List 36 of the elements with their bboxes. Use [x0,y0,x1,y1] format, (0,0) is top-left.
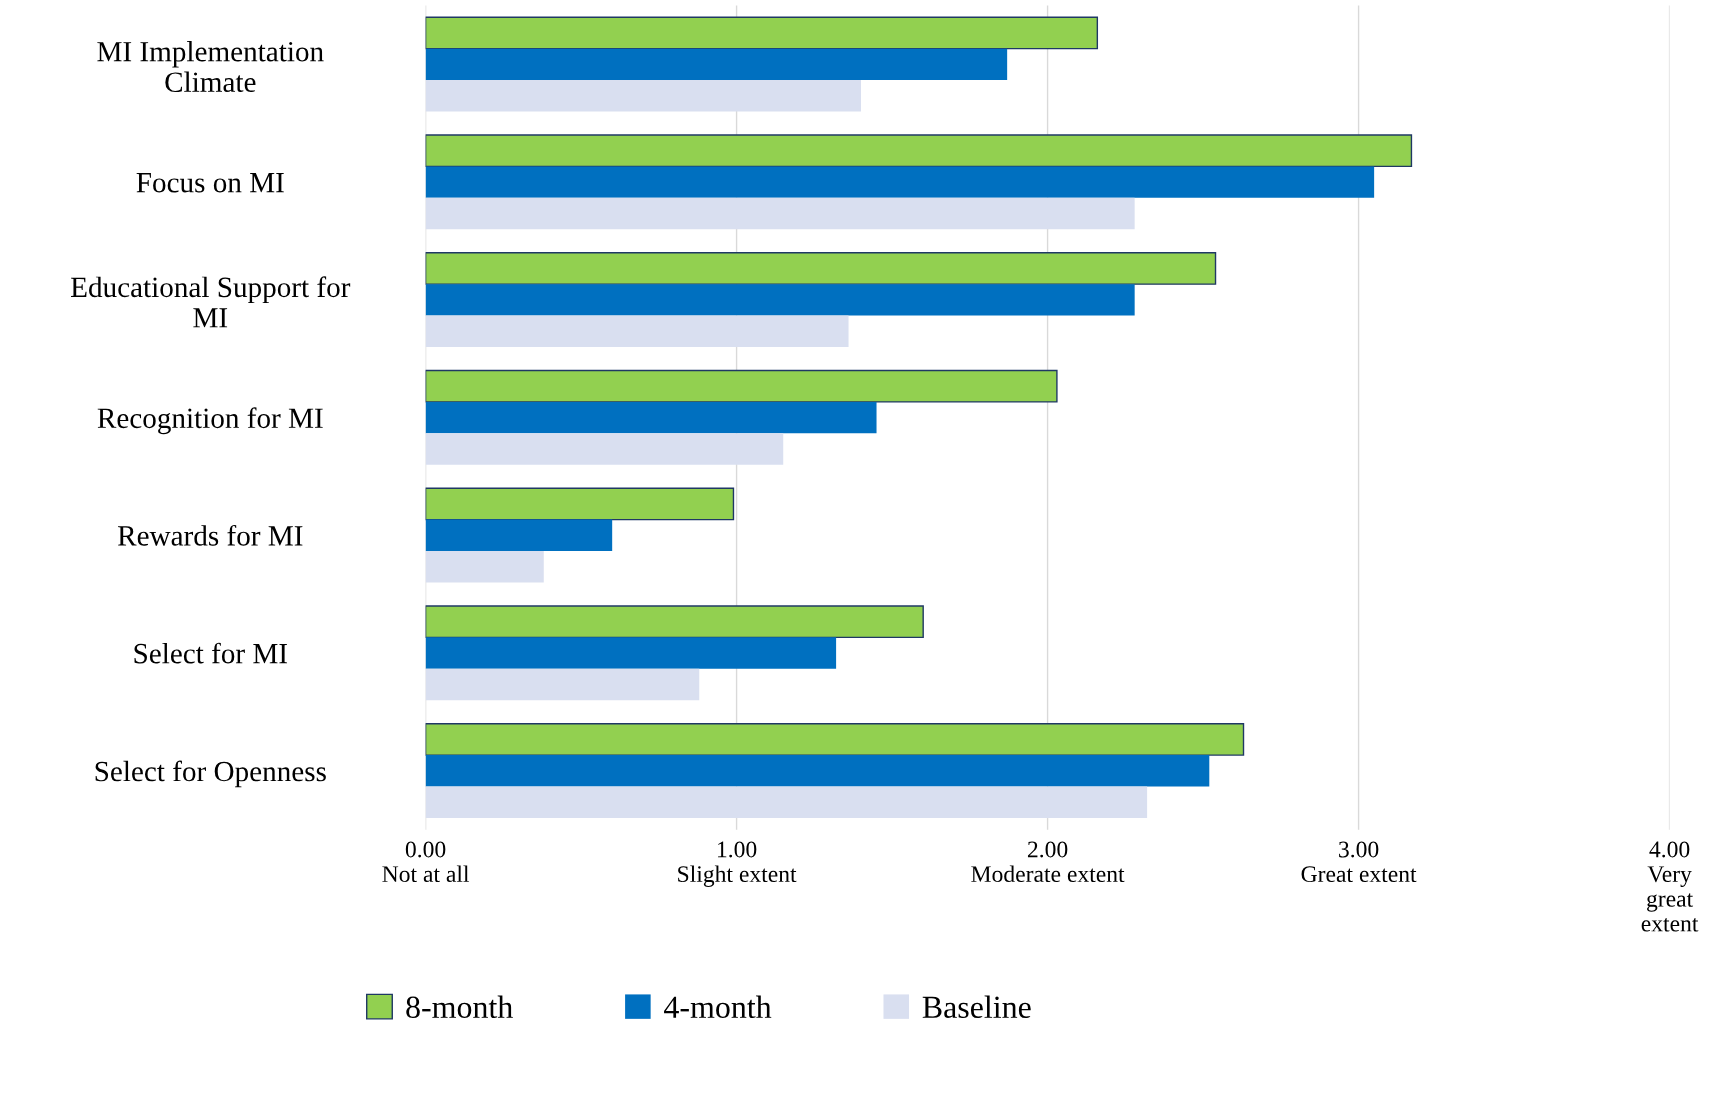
bar [425,551,544,583]
bar [425,284,1135,316]
bar [425,315,849,347]
x-tick-label: 4.00 Very great extent [1641,841,1699,932]
bar [425,48,1008,81]
x-tick-label: 1.00 Slight extent [678,841,797,887]
bar [425,605,924,639]
legend-label: 8-month [406,995,513,1019]
bar [425,433,784,465]
y-tick-label: Focus on MI [136,173,284,193]
bar [425,369,1058,403]
bar [425,723,1245,756]
bar [425,401,877,434]
bar [425,786,1148,818]
bar [425,755,1210,787]
legend-label: Baseline [922,995,1031,1019]
bar [425,637,837,669]
y-tick-label: Select for MI [134,642,288,664]
bar [425,487,735,521]
bar [425,197,1135,230]
bar [425,668,700,701]
bar [425,134,1413,168]
y-tick-label: Rewards for MI [117,524,303,546]
x-tick-label: 3.00 Great extent [1301,841,1417,883]
y-tick-label: Educational Support for MI [71,276,351,328]
y-tick-label: Select for Openness [95,760,326,788]
y-tick-label: Recognition for MI [97,407,323,435]
bar [425,252,1217,285]
y-tick-label: MI Implementation Climate [97,41,324,93]
bar [425,166,1375,198]
bar [425,16,1099,50]
x-tick-label: 0.00 Not at all [382,841,470,883]
legend-label: 4-month [664,995,772,1019]
bar [425,519,613,552]
bar [425,80,861,112]
x-tick-label: 2.00 Moderate extent [971,841,1125,883]
